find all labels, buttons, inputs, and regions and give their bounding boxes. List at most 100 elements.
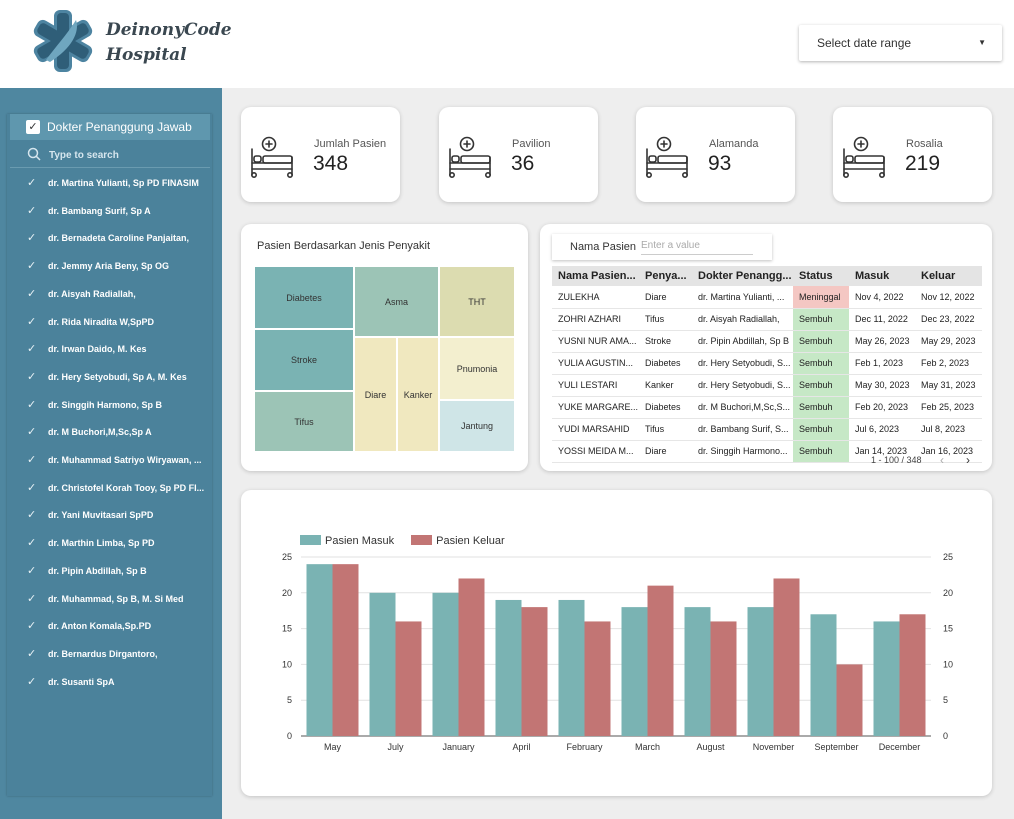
doctor-search-input[interactable]: Type to search [10,142,210,168]
check-icon[interactable]: ✓ [27,370,37,383]
bar-pasien-masuk[interactable] [369,592,396,736]
bar-pasien-masuk[interactable] [558,599,585,736]
check-icon[interactable]: ✓ [27,204,37,217]
table-row[interactable]: YULIA AGUSTIN... Diabetes dr. Hery Setyobu… [552,352,982,375]
bar-pasien-keluar[interactable] [773,578,800,736]
doctor-filter-item[interactable]: ✓ dr. Hery Setyobudi, Sp A, M. Kes [10,364,210,390]
doctor-filter-item[interactable]: ✓ dr. Pipin Abdillah, Sp B [10,558,210,584]
legend-item-keluar[interactable]: Pasien Keluar [411,535,505,547]
doctor-filter-item[interactable]: ✓ dr. Yani Muvitasari SpPD [10,502,210,528]
doctor-filter-item[interactable]: ✓ dr. Jemmy Aria Beny, Sp OG [10,253,210,279]
patient-name-filter[interactable]: Nama Pasien Enter a value [552,234,772,260]
check-icon[interactable]: ✓ [27,564,37,577]
kpi-card-rosalia: Rosalia 219 [833,107,992,202]
bar-pasien-keluar[interactable] [647,585,674,736]
kpi-card-alamanda: Alamanda 93 [636,107,795,202]
table-cell: Jul 8, 2023 [915,418,982,441]
column-header[interactable]: Dokter Penangg... [692,266,793,286]
check-icon[interactable]: ✓ [27,454,37,466]
table-row[interactable]: ZULEKHA Diare dr. Martina Yulianti, ... Men… [552,286,982,309]
select-all-checkbox-icon[interactable]: ✓ [26,120,40,134]
table-row[interactable]: YOSSI MEIDA M... Diare dr. Singgih Harmono… [552,440,982,463]
check-icon[interactable]: ✓ [27,647,37,660]
bar-pasien-masuk[interactable] [621,607,648,736]
doctor-filter-item[interactable]: ✓ dr. Bambang Surif, Sp A [10,198,210,224]
doctor-filter-item[interactable]: ✓ dr. Martina Yulianti, Sp PD FINASIM [10,170,210,196]
table-cell: Dec 11, 2022 [849,308,915,331]
bar-pasien-keluar[interactable] [710,621,737,736]
check-icon[interactable]: ✓ [27,481,37,494]
bar-pasien-keluar[interactable] [521,607,548,736]
chevron-left-icon[interactable]: ‹ [940,453,944,467]
table-row[interactable]: ZOHRI AZHARI Tifus dr. Aisyah Radiallah, Se… [552,308,982,331]
bar-pasien-masuk[interactable] [684,607,711,736]
doctor-filter-item[interactable]: ✓ dr. Bernardus Dirgantoro, [10,641,210,667]
check-icon[interactable]: ✓ [27,343,37,356]
check-icon[interactable]: ✓ [27,260,37,273]
bar-pasien-masuk[interactable] [810,614,837,736]
check-icon[interactable]: ✓ [27,232,37,245]
doctor-filter-item[interactable]: ✓ dr. Bernadeta Caroline Panjaitan, [10,225,210,251]
check-icon[interactable]: ✓ [27,537,37,550]
bar-pasien-keluar[interactable] [458,578,485,736]
treemap-cell-tht[interactable]: THT [439,266,515,337]
doctor-filter-item[interactable]: ✓ dr. Muhammad, Sp B, M. Si Med [10,586,210,612]
kpi-label: Pavilion [512,138,551,150]
doctor-filter-item[interactable]: ✓ dr. Muhammad Satriyo Wiryawan, ... [10,447,210,473]
bar-pasien-masuk[interactable] [873,621,900,736]
bar-pasien-keluar[interactable] [332,564,359,736]
bar-pasien-keluar[interactable] [584,621,611,736]
doctor-filter-item[interactable]: ✓ dr. Marthin Limba, Sp PD [10,530,210,556]
treemap-cell-kanker[interactable]: Kanker [397,337,439,452]
table-cell: Jul 6, 2023 [849,418,915,441]
bar-pasien-masuk[interactable] [495,599,522,736]
doctor-filter-item[interactable]: ✓ dr. Singgih Harmono, Sp B [10,392,210,418]
column-header[interactable]: Status [793,266,849,286]
doctor-filter-item[interactable]: ✓ dr. Rida Niradita W,SpPD [10,309,210,335]
table-row[interactable]: YUDI MARSAHID Tifus dr. Bambang Surif, S..… [552,418,982,441]
check-icon[interactable]: ✓ [27,315,37,328]
bar-pasien-keluar[interactable] [836,664,863,736]
table-row[interactable]: YUKE MARGARE... Diabetes dr. M Buchori,M,S… [552,396,982,419]
treemap-cell-tifus[interactable]: Tifus [254,391,354,452]
treemap-cell-diabetes[interactable]: Diabetes [254,266,354,329]
table-cell: ZOHRI AZHARI [552,308,639,331]
treemap-cell-jantung[interactable]: Jantung [439,400,515,452]
check-icon[interactable]: ✓ [27,287,37,300]
check-icon[interactable]: ✓ [27,675,37,688]
column-header[interactable]: Masuk [849,266,915,286]
date-range-select[interactable]: Select date range ▼ [799,25,1002,61]
treemap-cell-stroke[interactable]: Stroke [254,329,354,391]
column-header[interactable]: Penya... [639,266,692,286]
table-row[interactable]: YUSNI NUR AMA... Stroke dr. Pipin Abdillah… [552,330,982,353]
bar-pasien-masuk[interactable] [432,592,459,736]
doctor-filter-header[interactable]: ✓ Dokter Penanggung Jawab [10,114,210,140]
bar-pasien-masuk[interactable] [306,564,333,736]
treemap-cell-pnumonia[interactable]: Pnumonia [439,337,515,400]
doctor-filter-item[interactable]: ✓ dr. M Buchori,M,Sc,Sp A [10,419,210,445]
legend-item-masuk[interactable]: Pasien Masuk [300,535,394,547]
check-icon[interactable]: ✓ [27,592,37,605]
treemap-cell-diare[interactable]: Diare [354,337,397,452]
doctor-filter-item[interactable]: ✓ dr. Christofel Korah Tooy, Sp PD FI... [10,475,210,501]
patient-name-filter-input[interactable]: Enter a value [641,240,753,255]
doctor-filter-item[interactable]: ✓ dr. Irwan Daido, M. Kes [10,336,210,362]
doctor-filter-item[interactable]: ✓ dr. Anton Komala,Sp.PD [10,613,210,639]
doctor-filter-title: Dokter Penanggung Jawab [47,120,192,134]
doctor-filter-item[interactable]: ✓ dr. Susanti SpA [10,669,210,695]
bar-pasien-keluar[interactable] [395,621,422,736]
check-icon[interactable]: ✓ [27,177,37,189]
bar-pasien-keluar[interactable] [899,614,926,736]
doctor-filter-item[interactable]: ✓ dr. Aisyah Radiallah, [10,281,210,307]
check-icon[interactable]: ✓ [27,620,37,633]
check-icon[interactable]: ✓ [27,398,37,411]
table-row[interactable]: YULI LESTARI Kanker dr. Hery Setyobudi, S.… [552,374,982,397]
table-header-row: Nama Pasien... Penya... Dokter Penangg... S… [552,266,982,286]
check-icon[interactable]: ✓ [27,509,37,522]
check-icon[interactable]: ✓ [27,426,37,439]
column-header[interactable]: Keluar [915,266,982,286]
chevron-right-icon[interactable]: › [966,453,970,467]
bar-pasien-masuk[interactable] [747,607,774,736]
column-header[interactable]: Nama Pasien... [552,266,639,286]
treemap-cell-asma[interactable]: Asma [354,266,439,337]
